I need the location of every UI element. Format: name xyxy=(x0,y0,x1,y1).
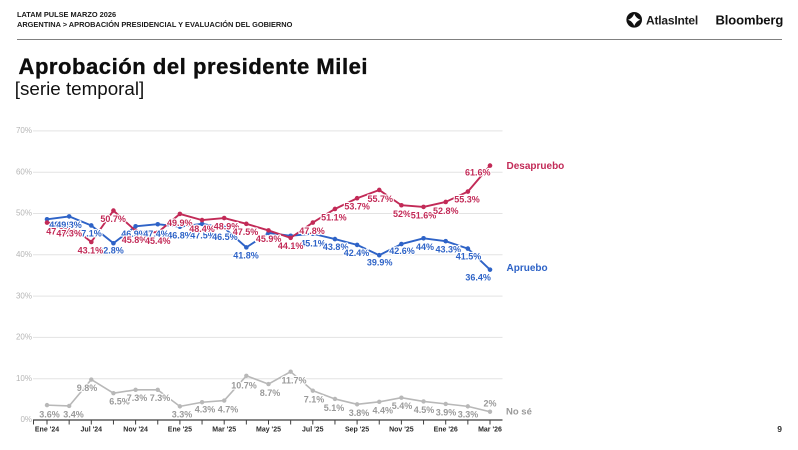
svg-text:46.9%: 46.9% xyxy=(121,229,147,239)
svg-text:Desapruebo: Desapruebo xyxy=(507,161,565,172)
svg-text:Nov '24: Nov '24 xyxy=(123,426,148,433)
svg-text:40%: 40% xyxy=(16,250,32,259)
svg-text:9.8%: 9.8% xyxy=(77,383,98,393)
svg-text:46.5%: 46.5% xyxy=(212,232,238,242)
svg-text:0%: 0% xyxy=(20,415,32,424)
svg-text:4.4%: 4.4% xyxy=(372,406,393,416)
svg-text:3.8%: 3.8% xyxy=(349,408,370,418)
svg-text:Ene '25: Ene '25 xyxy=(168,426,192,433)
svg-text:3.3%: 3.3% xyxy=(458,410,479,420)
svg-text:5.1%: 5.1% xyxy=(324,403,345,413)
svg-text:61.6%: 61.6% xyxy=(465,168,491,178)
svg-text:39.9%: 39.9% xyxy=(367,257,393,267)
svg-text:47.8%: 47.8% xyxy=(299,226,325,236)
svg-text:46.8%: 46.8% xyxy=(167,231,193,241)
svg-text:6.5%: 6.5% xyxy=(109,397,130,407)
svg-text:53.7%: 53.7% xyxy=(344,201,370,211)
svg-text:48.9%: 48.9% xyxy=(214,221,240,231)
svg-text:45.3%: 45.3% xyxy=(256,235,282,245)
svg-text:7.1%: 7.1% xyxy=(304,395,325,405)
svg-text:7.3%: 7.3% xyxy=(150,393,171,403)
svg-text:49.3%: 49.3% xyxy=(56,220,82,230)
svg-text:45.8%: 45.8% xyxy=(122,235,148,245)
svg-text:50.7%: 50.7% xyxy=(100,214,126,224)
svg-text:41.5%: 41.5% xyxy=(456,252,482,262)
svg-text:47.8%: 47.8% xyxy=(46,227,72,237)
svg-text:May '25: May '25 xyxy=(256,426,281,433)
svg-text:43.8%: 43.8% xyxy=(323,242,349,252)
svg-text:55.7%: 55.7% xyxy=(368,194,394,204)
svg-text:2%: 2% xyxy=(483,398,496,408)
svg-text:Jul '24: Jul '24 xyxy=(81,426,103,433)
svg-text:51.6%: 51.6% xyxy=(411,211,437,221)
svg-text:Ene '26: Ene '26 xyxy=(434,426,458,433)
svg-text:44%: 44% xyxy=(416,242,434,252)
svg-text:Apruebo: Apruebo xyxy=(507,263,548,274)
svg-text:Bloomberg: Bloomberg xyxy=(716,12,784,27)
svg-text:47.1%: 47.1% xyxy=(76,229,102,239)
svg-text:42.4%: 42.4% xyxy=(344,248,370,258)
svg-text:36.4%: 36.4% xyxy=(465,273,491,283)
svg-text:10.7%: 10.7% xyxy=(231,381,257,391)
svg-text:60%: 60% xyxy=(16,167,32,176)
svg-text:11.7%: 11.7% xyxy=(281,376,306,386)
svg-text:9: 9 xyxy=(777,424,782,434)
svg-text:Mar '25: Mar '25 xyxy=(212,426,236,433)
svg-text:20%: 20% xyxy=(16,333,32,342)
svg-text:No sé: No sé xyxy=(506,407,532,418)
svg-text:44.6%: 44.6% xyxy=(278,241,304,251)
svg-text:4.7%: 4.7% xyxy=(218,405,239,415)
svg-text:3.3%: 3.3% xyxy=(172,410,193,420)
svg-text:10%: 10% xyxy=(16,374,32,383)
svg-text:47.5%: 47.5% xyxy=(233,227,259,237)
svg-text:51.1%: 51.1% xyxy=(321,212,347,222)
svg-text:55.3%: 55.3% xyxy=(454,194,480,204)
svg-text:30%: 30% xyxy=(16,291,32,300)
svg-text:AtlasIntel: AtlasIntel xyxy=(646,13,698,27)
svg-text:42.8%: 42.8% xyxy=(98,246,124,256)
svg-text:43.3%: 43.3% xyxy=(436,244,462,254)
svg-text:42.6%: 42.6% xyxy=(389,246,415,256)
svg-text:52%: 52% xyxy=(393,209,411,219)
svg-text:48.4%: 48.4% xyxy=(189,224,215,234)
svg-text:Nov '25: Nov '25 xyxy=(389,426,414,433)
svg-text:Sep '25: Sep '25 xyxy=(345,426,369,433)
svg-text:43.1%: 43.1% xyxy=(78,245,104,255)
svg-text:48.6%: 48.6% xyxy=(49,220,75,230)
svg-text:4.5%: 4.5% xyxy=(414,405,435,415)
svg-text:Mar '26: Mar '26 xyxy=(478,426,502,433)
svg-text:49.9%: 49.9% xyxy=(167,218,193,228)
svg-text:52.8%: 52.8% xyxy=(433,206,459,216)
svg-text:Jul '25: Jul '25 xyxy=(302,426,324,433)
svg-text:47.3%: 47.3% xyxy=(56,228,82,238)
svg-text:47.4%: 47.4% xyxy=(143,229,169,239)
svg-text:3.4%: 3.4% xyxy=(63,410,84,420)
svg-text:45.4%: 45.4% xyxy=(145,236,171,246)
svg-text:44.1%: 44.1% xyxy=(278,241,304,251)
svg-text:45.1%: 45.1% xyxy=(300,239,326,249)
svg-text:45.9%: 45.9% xyxy=(256,234,282,244)
svg-text:47.5%: 47.5% xyxy=(190,230,216,240)
svg-text:5.4%: 5.4% xyxy=(392,401,413,411)
svg-text:Ene '24: Ene '24 xyxy=(35,426,59,433)
svg-text:3.6%: 3.6% xyxy=(39,410,60,420)
svg-text:70%: 70% xyxy=(16,126,32,135)
svg-text:50%: 50% xyxy=(16,209,32,218)
svg-text:41.8%: 41.8% xyxy=(233,251,259,261)
svg-text:8.7%: 8.7% xyxy=(260,388,281,398)
svg-text:7.3%: 7.3% xyxy=(127,393,148,403)
svg-text:3.9%: 3.9% xyxy=(436,407,457,417)
svg-text:4.3%: 4.3% xyxy=(195,405,216,415)
